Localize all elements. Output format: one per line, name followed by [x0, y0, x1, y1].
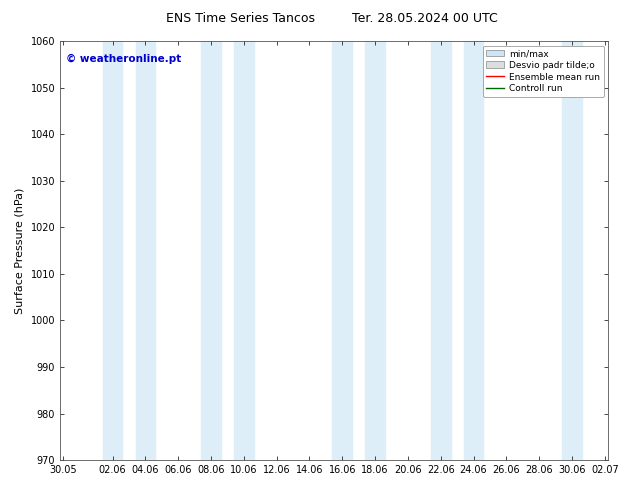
Text: © weatheronline.pt: © weatheronline.pt [65, 53, 181, 64]
Y-axis label: Surface Pressure (hPa): Surface Pressure (hPa) [15, 187, 25, 314]
Bar [201, 41, 221, 460]
Bar [431, 41, 451, 460]
Bar [136, 41, 155, 460]
Bar [365, 41, 385, 460]
Bar [332, 41, 352, 460]
Bar [562, 41, 582, 460]
Text: ENS Time Series Tancos: ENS Time Series Tancos [166, 12, 316, 25]
Legend: min/max, Desvio padr tilde;o, Ensemble mean run, Controll run: min/max, Desvio padr tilde;o, Ensemble m… [482, 46, 604, 97]
Text: Ter. 28.05.2024 00 UTC: Ter. 28.05.2024 00 UTC [352, 12, 498, 25]
Bar [463, 41, 483, 460]
Bar [103, 41, 122, 460]
Bar [234, 41, 254, 460]
